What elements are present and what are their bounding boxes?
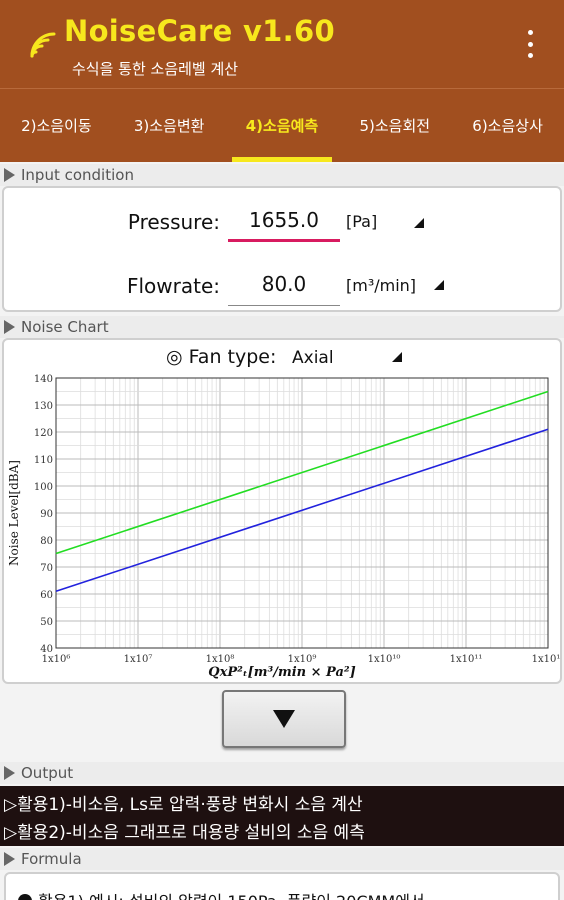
fan-type-select[interactable]: Axial — [292, 348, 334, 368]
section-input-condition: Input condition — [0, 164, 564, 186]
x-tick-label: 1x10⁶ — [42, 654, 71, 665]
flowrate-unit: [m³/min] — [346, 276, 417, 295]
y-tick-label: 70 — [40, 563, 53, 574]
wifi-signal-icon — [30, 32, 56, 58]
tab-bar: 2)소음이동 3)소음변환 4)소음예측 5)소음회전 6)소음상사 — [0, 88, 564, 162]
x-tick-label: 1x10⁷ — [124, 654, 153, 665]
y-tick-label: 140 — [34, 374, 53, 385]
pressure-input[interactable]: 1655.0 — [228, 208, 340, 242]
section-formula-label: Formula — [21, 850, 82, 868]
y-tick-label: 130 — [34, 401, 53, 412]
series-line-1 — [55, 390, 549, 555]
y-tick-label: 90 — [40, 509, 53, 520]
fan-type-dropdown-icon[interactable] — [392, 352, 402, 362]
section-input-label: Input condition — [21, 166, 134, 184]
output-line-1: ▷활용1)-비소음, Ls로 압력·풍량 변화시 소음 계산 — [4, 795, 363, 815]
app-title: NoiseCare v1.60 — [64, 14, 335, 48]
y-tick-label: 50 — [40, 617, 53, 628]
flowrate-input[interactable]: 80.0 — [228, 272, 340, 306]
section-output: Output — [0, 762, 564, 784]
formula-card: 활용1) 예시: 설비의 압력이 150Pa, 풍량이 20CMM에서 — [4, 872, 560, 900]
x-tick-label: 1x10⁸ — [206, 654, 235, 665]
tab-noise-predict[interactable]: 4)소음예측 — [226, 89, 339, 162]
more-vert-icon[interactable] — [518, 28, 542, 60]
y-tick-label: 110 — [34, 455, 53, 466]
x-tick-label: 1x10¹⁰ — [368, 654, 401, 665]
y-tick-label: 60 — [40, 590, 53, 601]
chart-card: ◎ Fan type: Axial 40 50 60 70 80 90 100 110 120 1… — [2, 338, 562, 684]
app-header: NoiseCare v1.60 수식을 통한 소음레벨 계산 — [0, 0, 564, 88]
formula-text-content: 활용1) 예시: 설비의 압력이 150Pa, 풍량이 20CMM에서 — [38, 892, 425, 900]
x-tick-label: 1x10¹¹ — [450, 654, 483, 665]
pressure-unit: [Pa] — [346, 212, 378, 231]
bullet-icon — [18, 894, 32, 900]
calculate-button[interactable] — [222, 690, 346, 748]
tab-noise-move[interactable]: 2)소음이동 — [21, 117, 92, 135]
formula-text: 활용1) 예시: 설비의 압력이 150Pa, 풍량이 20CMM에서 — [18, 888, 425, 900]
section-triangle-icon — [4, 852, 15, 866]
section-triangle-icon — [4, 168, 15, 182]
pressure-unit-dropdown-icon[interactable] — [414, 218, 424, 228]
y-tick-label: 80 — [40, 536, 53, 547]
tab-noise-rotation[interactable]: 5)소음회전 — [359, 117, 431, 135]
triangle-down-icon — [273, 710, 295, 728]
output-line-2: ▷활용2)-비소음 그래프로 대용량 설비의 소음 예측 — [4, 823, 365, 843]
x-tick-label: 1x10⁹ — [288, 654, 317, 665]
y-tick-label: 120 — [34, 428, 53, 439]
section-chart-label: Noise Chart — [21, 318, 109, 336]
input-card: Pressure: 1655.0 [Pa] Flowrate: 80.0 [m³… — [2, 186, 562, 312]
y-tick-label: 40 — [40, 644, 53, 655]
section-triangle-icon — [4, 766, 15, 780]
pressure-label: Pressure: — [127, 210, 220, 234]
section-output-label: Output — [21, 764, 74, 782]
flowrate-unit-dropdown-icon[interactable] — [434, 280, 444, 290]
section-formula: Formula — [0, 848, 564, 870]
x-axis-label: QxP²ₜ[m³/min × Pa²] — [208, 665, 356, 680]
y-tick-label: 100 — [34, 482, 53, 493]
series-line-2 — [55, 428, 549, 593]
fan-type-label: ◎ Fan type: — [166, 346, 277, 368]
output-box: ▷활용1)-비소음, Ls로 압력·풍량 변화시 소음 계산 ▷활용2)-비소음… — [0, 786, 564, 846]
flowrate-label: Flowrate: — [126, 274, 220, 298]
section-triangle-icon — [4, 320, 15, 334]
section-noise-chart: Noise Chart — [0, 316, 564, 338]
noise-chart: 40 50 60 70 80 90 100 110 120 130 140 1x10⁶ 1x10⁷ 1x… — [7, 374, 560, 680]
tab-noise-convert[interactable]: 3)소음변환 — [133, 117, 205, 135]
x-tick-label: 1x10¹² — [532, 654, 560, 665]
app-subtitle: 수식을 통한 소음레벨 계산 — [72, 60, 239, 78]
y-axis-label: Noise Level[dBA] — [7, 460, 21, 566]
tab-noise-similarity[interactable]: 6)소음상사 — [472, 117, 543, 135]
